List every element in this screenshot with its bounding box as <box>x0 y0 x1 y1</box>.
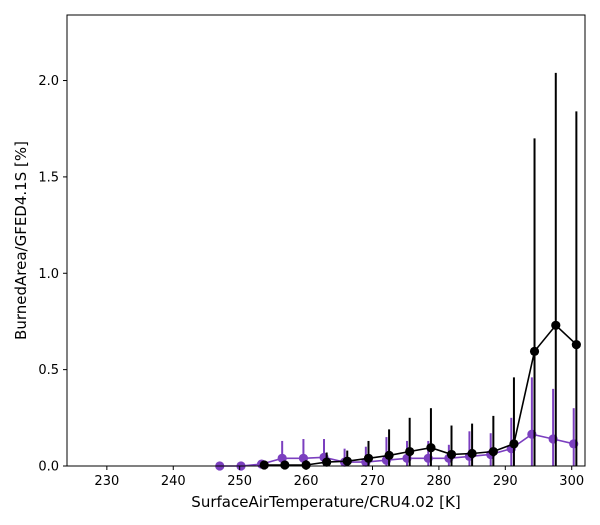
data-point <box>301 460 311 470</box>
data-point <box>529 346 540 356</box>
data-point <box>467 448 477 459</box>
x-axis: 230 240 250 260 270 280 290 300 <box>94 466 584 489</box>
series-line <box>264 324 577 466</box>
y-tick-label: 1.5 <box>38 170 59 185</box>
data-point <box>342 456 352 466</box>
x-tick-label: 260 <box>294 474 319 489</box>
x-tick-label: 230 <box>94 474 119 489</box>
x-tick-label: 270 <box>360 474 385 489</box>
plot-frame <box>66 14 586 467</box>
y-axis-label: BurnedArea/GFED4.1S [%] <box>12 141 30 340</box>
data-point <box>280 460 290 470</box>
x-tick-label: 240 <box>161 474 186 489</box>
x-tick-label: 250 <box>227 474 252 489</box>
data-point <box>426 443 436 453</box>
y-tick-label: 0.0 <box>38 460 59 475</box>
x-tick-label: 300 <box>559 474 584 489</box>
y-tick-label: 0.5 <box>38 363 59 378</box>
y-axis: 0.0 0.5 1.0 1.5 2.0 <box>38 74 67 475</box>
data-point <box>259 460 269 470</box>
data-point <box>363 453 374 463</box>
data-point <box>551 320 561 330</box>
y-tick-label: 1.0 <box>38 267 59 282</box>
data-point <box>446 449 457 460</box>
data-point <box>488 446 498 457</box>
data-point <box>405 446 415 457</box>
data-point <box>571 339 581 350</box>
data-point <box>509 439 519 449</box>
series-1 <box>259 72 581 470</box>
x-tick-label: 280 <box>426 474 451 489</box>
y-tick-label: 2.0 <box>38 74 59 89</box>
x-axis-label: SurfaceAirTemperature/CRU4.02 [K] <box>191 493 460 511</box>
data-point <box>384 450 394 460</box>
x-tick-label: 290 <box>493 474 518 489</box>
data-point <box>322 457 332 467</box>
